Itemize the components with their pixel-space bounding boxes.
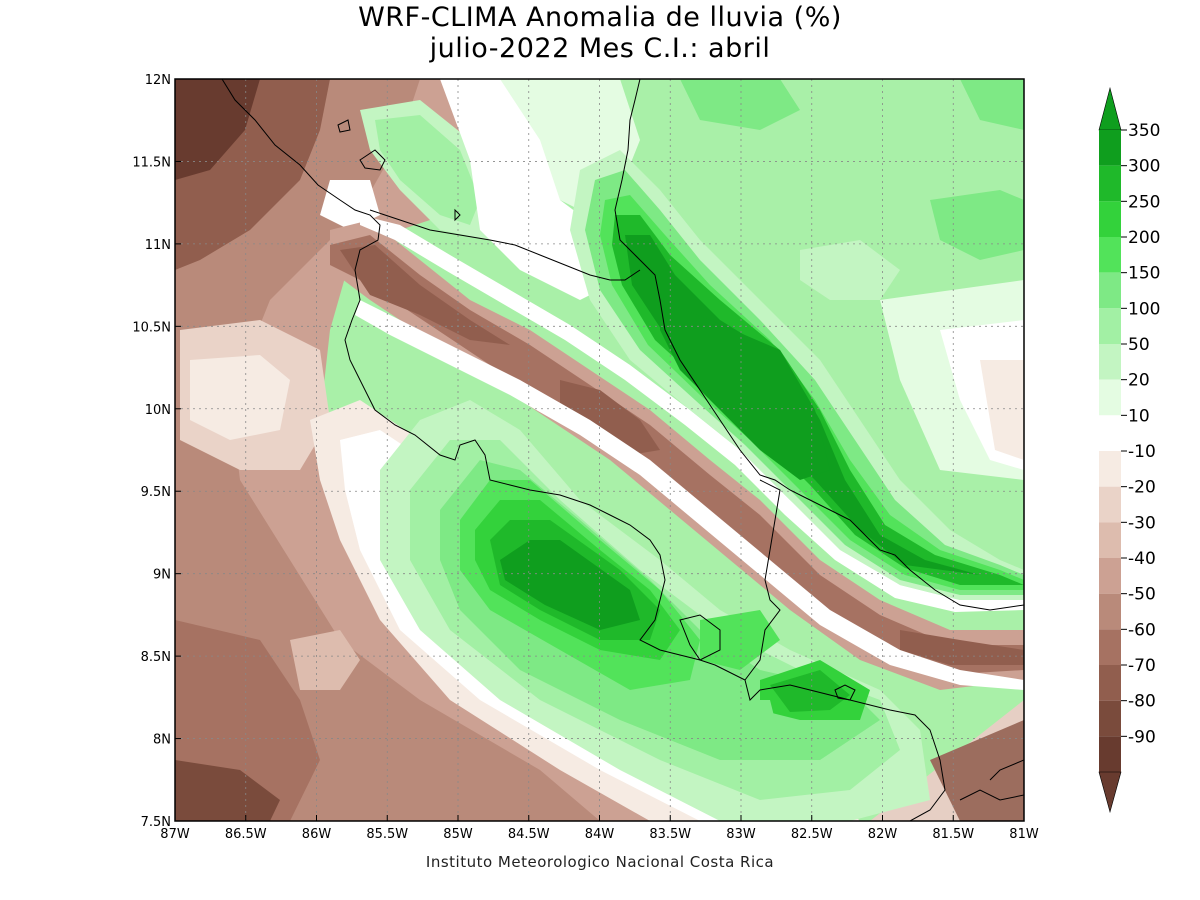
colorbar-swatch [1099,665,1121,701]
title-block: WRF-CLIMA Anomalia de lluvia (%) julio-2… [0,2,1200,64]
x-tick-label: 85.5W [366,827,408,842]
colorbar-swatch [1099,522,1121,558]
colorbar-label: -20 [1128,478,1156,498]
colorbar-label: -40 [1128,549,1156,569]
anomaly-field [175,79,1024,821]
x-tick-label: 87W [160,827,190,842]
coastlines [221,79,1024,821]
map-title: WRF-CLIMA Anomalia de lluvia (%) [358,2,842,33]
colorbar-label: -60 [1128,620,1156,640]
x-tick-label: 81W [1009,827,1039,842]
colorbar-label: 50 [1128,335,1150,355]
y-tick-label: 10.5N [132,320,171,335]
y-tick-label: 8N [153,733,171,748]
colorbar-swatch [1099,379,1121,416]
y-tick-label: 11.5N [132,155,171,170]
y-tick-label: 8.5N [141,650,171,665]
colorbar-swatch [1099,130,1121,166]
x-tick-label: 84.5W [508,827,550,842]
colorbar-top-arrow [1098,86,1122,131]
colorbar-swatch [1099,486,1121,523]
colorbar-swatch [1099,415,1121,451]
credit-text: Instituto Meteorologico Nacional Costa R… [425,853,775,871]
x-tick-label: 83.5W [649,827,691,842]
x-tick-label: 85W [443,827,473,842]
x-tick-label: 86.5W [225,827,267,842]
colorbar-swatch [1099,344,1121,380]
colorbar-label: -30 [1128,513,1156,533]
x-axis: 87W 86.5W 86W 85.5W 85W 84.5W 84W 83.5W 83W 82.5W… [160,815,1039,842]
colorbar-label: 10 [1128,406,1150,426]
colorbar-label: -70 [1128,656,1156,676]
colorbar-label: -90 [1128,727,1156,747]
colorbar-swatch [1099,308,1121,344]
colorbar-swatch [1099,272,1121,309]
colorbar-label: 200 [1128,228,1160,248]
colorbar-label: -80 [1128,692,1156,712]
colorbar-legend: 350 300 250 200 150 100 50 20 10 -10 -20 -30 -40 -50 -… [1098,86,1160,814]
x-tick-label: 83W [726,827,756,842]
grid-lines [175,79,1024,821]
colorbar-swatch [1099,237,1121,273]
colorbar-label: 150 [1128,264,1160,284]
x-tick-label: 86W [302,827,332,842]
colorbar-label: 300 [1128,157,1160,177]
colorbar-swatch [1099,451,1121,487]
colorbar-bottom-arrow [1098,771,1122,814]
y-tick-label: 9N [153,568,171,583]
y-tick-label: 10N [145,403,171,418]
x-tick-label: 82W [868,827,898,842]
y-tick-label: 7.5N [141,815,171,830]
colorbar-label: -50 [1128,585,1156,605]
map-subtitle: julio-2022 Mes C.I.: abril [429,33,771,64]
colorbar-swatch [1099,558,1121,594]
x-tick-label: 82.5W [791,827,833,842]
y-tick-label: 12N [145,73,171,88]
colorbar-swatch [1099,593,1121,630]
colorbar-label: 250 [1128,192,1160,212]
colorbar-swatch [1099,201,1121,237]
y-tick-label: 11N [145,238,171,253]
y-axis: 12N 11.5N 11N 10.5N 10N 9.5N 9N 8.5N 8N 7.5N [132,73,181,830]
x-tick-label: 81.5W [932,827,974,842]
y-tick-label: 9.5N [141,485,171,500]
colorbar-label: 350 [1128,121,1160,141]
colorbar-swatch [1099,700,1121,737]
colorbar-swatch [1099,629,1121,665]
colorbar-label: 20 [1128,371,1150,391]
colorbar-swatch [1099,165,1121,202]
colorbar-label: 100 [1128,299,1160,319]
colorbar-label: -10 [1128,442,1156,462]
colorbar-swatch [1099,736,1121,772]
x-tick-label: 84W [585,827,615,842]
